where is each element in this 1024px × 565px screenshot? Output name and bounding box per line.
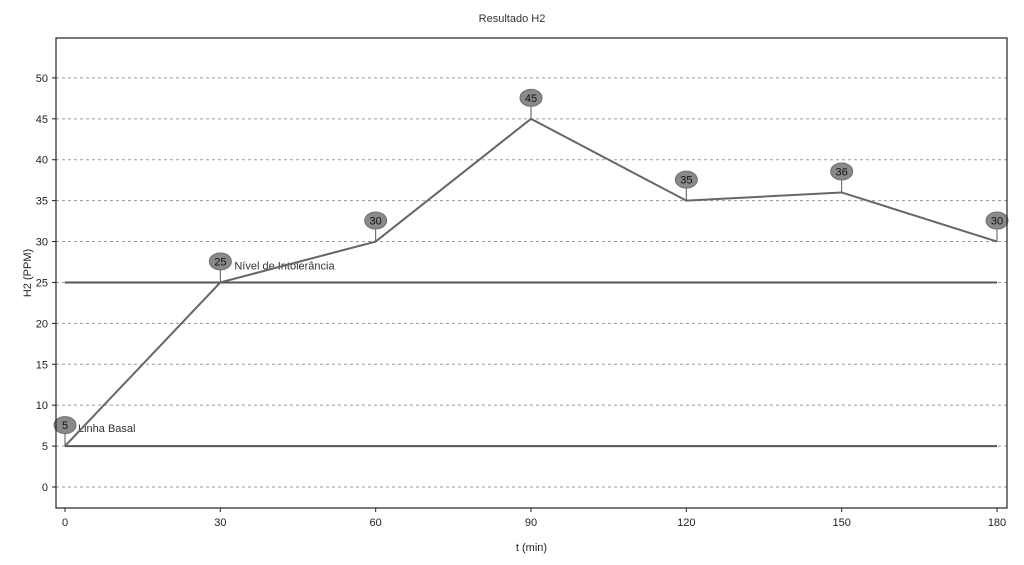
data-label-bubble [830, 162, 854, 181]
data-label: 36 [836, 166, 848, 178]
y-axis: 0 5 10 15 20 25 30 35 40 45 50 [36, 73, 56, 494]
data-label: 45 [525, 93, 537, 105]
y-tick-label: 40 [36, 155, 48, 167]
data-label: 30 [991, 216, 1003, 228]
data-labels: 5 25 30 45 35 36 30 [53, 88, 1009, 447]
data-label: 30 [370, 216, 382, 228]
data-label-bubble [364, 211, 388, 230]
x-tick-label: 120 [677, 517, 695, 529]
data-label: 25 [214, 256, 226, 268]
y-tick-label: 20 [36, 318, 48, 330]
x-axis: 0 30 60 90 120 150 180 [62, 508, 1006, 529]
y-tick-label: 0 [42, 482, 48, 494]
y-tick-label: 35 [36, 196, 48, 208]
y-tick-label: 45 [36, 114, 48, 126]
x-tick-label: 60 [370, 517, 382, 529]
y-tick-label: 10 [36, 400, 48, 412]
data-label-bubble [519, 88, 543, 107]
data-label-bubble [674, 170, 698, 189]
data-label-bubble [208, 252, 232, 271]
data-label: 5 [62, 420, 68, 432]
x-tick-label: 30 [214, 517, 226, 529]
y-tick-label: 15 [36, 359, 48, 371]
reference-line-label: Linha Basal [78, 423, 136, 435]
y-tick-label: 25 [36, 277, 48, 289]
x-tick-label: 150 [832, 517, 850, 529]
y-tick-label: 30 [36, 237, 48, 249]
data-label: 35 [680, 175, 692, 187]
x-tick-label: 90 [525, 517, 537, 529]
data-label-bubble [985, 211, 1009, 230]
data-label-bubble [53, 416, 77, 435]
y-axis-title: H2 (PPM) [22, 249, 34, 297]
chart-title: Resultado H2 [479, 13, 546, 25]
x-tick-label: 180 [988, 517, 1006, 529]
y-tick-label: 5 [42, 441, 48, 453]
x-tick-label: 0 [62, 517, 68, 529]
y-tick-label: 50 [36, 73, 48, 85]
x-axis-title: t (min) [516, 542, 547, 554]
